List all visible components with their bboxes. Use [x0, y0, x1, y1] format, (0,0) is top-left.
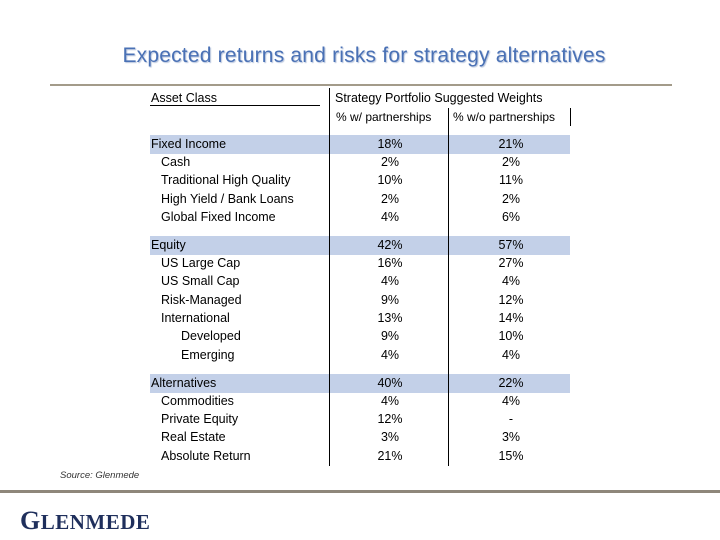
table-row: Developed 9% 10% [150, 327, 570, 345]
table-row: Equity 42% 57% [150, 236, 570, 254]
table-row: High Yield / Bank Loans 2% 2% [150, 190, 570, 208]
table-row: Traditional High Quality 10% 11% [150, 171, 570, 189]
row-label: Absolute Return [161, 449, 251, 463]
value-with-partnerships: 9% [380, 293, 400, 307]
equity-band [150, 236, 570, 255]
row-label: Equity [151, 238, 186, 252]
value-without-partnerships: 27% [498, 256, 524, 270]
asset-class-header: Asset Class [151, 91, 217, 105]
value-without-partnerships: 2% [501, 155, 521, 169]
value-with-partnerships: 16% [377, 256, 403, 270]
table-row: Risk-Managed 9% 12% [150, 291, 570, 309]
value-without-partnerships: 4% [501, 394, 521, 408]
value-with-partnerships: 2% [380, 155, 400, 169]
column-divider [570, 108, 571, 126]
source-note: Source: Glenmede [60, 470, 140, 481]
value-without-partnerships: 2% [501, 192, 521, 206]
value-with-partnerships: 2% [380, 192, 400, 206]
value-without-partnerships: 4% [501, 348, 521, 362]
value-with-partnerships: 42% [377, 238, 403, 252]
row-label: US Large Cap [161, 256, 241, 270]
glenmede-logo: GLENMEDE [20, 506, 150, 536]
value-with-partnerships: 21% [377, 449, 403, 463]
table-row: Fixed Income 18% 21% [150, 135, 570, 153]
alternatives-band [150, 374, 570, 393]
title-divider [50, 84, 672, 86]
value-with-partnerships: 4% [380, 274, 400, 288]
value-without-partnerships: - [508, 412, 514, 426]
table-row: US Large Cap 16% 27% [150, 254, 570, 272]
column-divider [448, 108, 449, 466]
column-divider [329, 88, 330, 466]
col-without-partnerships-header: % w/o partnerships [453, 110, 556, 124]
table-row: Global Fixed Income 4% 6% [150, 208, 570, 226]
value-without-partnerships: 11% [498, 173, 524, 187]
row-label: Traditional High Quality [161, 173, 291, 187]
value-with-partnerships: 3% [380, 430, 400, 444]
value-without-partnerships: 6% [501, 210, 521, 224]
row-label: Cash [161, 155, 191, 169]
value-with-partnerships: 12% [377, 412, 403, 426]
value-without-partnerships: 57% [498, 238, 524, 252]
col-with-partnerships-header: % w/ partnerships [336, 110, 432, 124]
table-row: US Small Cap 4% 4% [150, 272, 570, 290]
strategy-header: Strategy Portfolio Suggested Weights [335, 91, 543, 105]
row-label: Real Estate [161, 430, 226, 444]
row-label: Alternatives [151, 376, 217, 390]
value-with-partnerships: 10% [377, 173, 403, 187]
fixed-income-band [150, 135, 570, 154]
value-without-partnerships: 4% [501, 274, 521, 288]
row-label: Private Equity [161, 412, 239, 426]
table-row: Emerging 4% 4% [150, 346, 570, 364]
table-row: Cash 2% 2% [150, 153, 570, 171]
table-row: Real Estate 3% 3% [150, 428, 570, 446]
logo-initial: G [20, 506, 41, 535]
table-row: Private Equity 12% - [150, 410, 570, 428]
row-label: US Small Cap [161, 274, 240, 288]
value-with-partnerships: 40% [377, 376, 403, 390]
row-label: Commodities [161, 394, 234, 408]
value-with-partnerships: 18% [377, 137, 403, 151]
value-without-partnerships: 21% [498, 137, 524, 151]
header-underline [150, 105, 320, 106]
value-without-partnerships: 14% [498, 311, 524, 325]
page-title: Expected returns and risks for strategy … [122, 44, 606, 67]
row-label: Fixed Income [151, 137, 227, 151]
table-row: Alternatives 40% 22% [150, 374, 570, 392]
table-row: International 13% 14% [150, 309, 570, 327]
row-label: High Yield / Bank Loans [161, 192, 294, 206]
value-with-partnerships: 4% [380, 348, 400, 362]
row-label: Emerging [181, 348, 235, 362]
value-with-partnerships: 9% [380, 329, 400, 343]
row-label: Risk-Managed [161, 293, 242, 307]
value-without-partnerships: 12% [498, 293, 524, 307]
table-row: Absolute Return 21% 15% [150, 447, 570, 465]
value-without-partnerships: 15% [498, 449, 524, 463]
footer-divider [0, 490, 720, 493]
table-row: Commodities 4% 4% [150, 392, 570, 410]
value-without-partnerships: 10% [498, 329, 524, 343]
value-with-partnerships: 13% [377, 311, 403, 325]
row-label: Global Fixed Income [161, 210, 276, 224]
value-without-partnerships: 3% [501, 430, 521, 444]
row-label: Developed [181, 329, 241, 343]
value-with-partnerships: 4% [380, 210, 400, 224]
logo-text: LENMEDE [40, 510, 151, 534]
row-label: International [161, 311, 230, 325]
value-with-partnerships: 4% [380, 394, 400, 408]
value-without-partnerships: 22% [498, 376, 524, 390]
